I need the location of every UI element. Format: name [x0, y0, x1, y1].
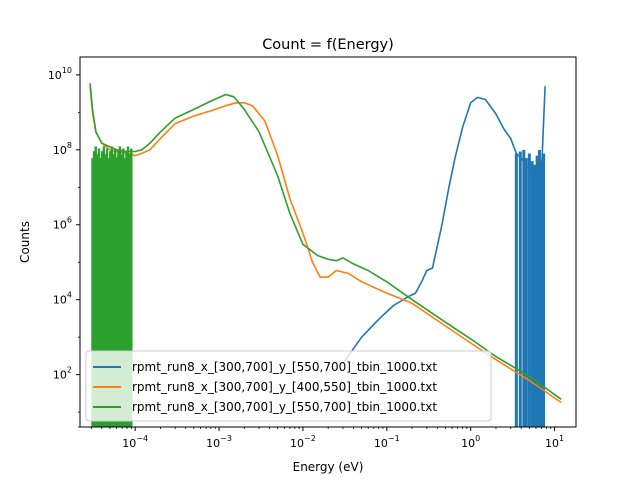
- x-tick-label: 10−2: [290, 434, 316, 450]
- series-1-line: [342, 86, 546, 364]
- y-axis-label: Counts: [18, 221, 32, 263]
- x-tick-label: 10−3: [206, 434, 232, 450]
- y-tick-label: 106: [53, 216, 72, 232]
- series-3-line: [89, 83, 562, 400]
- y-tick-label: 108: [53, 141, 72, 157]
- ticks-layer: 10−4 10−3 10−2 10−1 100 101 102 104 106 108 1010: [48, 66, 564, 450]
- x-tick-label: 10−4: [122, 434, 148, 450]
- x-axis-label: Energy (eV): [293, 460, 364, 474]
- legend-box: [85, 350, 492, 422]
- x-tick-label: 100: [461, 434, 480, 450]
- chart-title: Count = f(Energy): [262, 37, 394, 53]
- y-tick-label: 104: [53, 291, 72, 307]
- legend-label: rpmt_run8_x_[300,700]_y_[550,700]_tbin_1…: [132, 400, 437, 414]
- legend-label: rpmt_run8_x_[300,700]_y_[400,550]_tbin_1…: [132, 380, 437, 394]
- legend-label: rpmt_run8_x_[300,700]_y_[550,700]_tbin_1…: [132, 360, 437, 374]
- series-layer: [89, 83, 562, 427]
- y-tick-label: 102: [53, 366, 72, 382]
- y-tick-label: 1010: [48, 66, 72, 82]
- x-tick-label: 101: [545, 434, 564, 450]
- legend: rpmt_run8_x_[300,700]_y_[550,700]_tbin_1…: [85, 350, 492, 422]
- x-tick-label: 10−1: [374, 434, 400, 450]
